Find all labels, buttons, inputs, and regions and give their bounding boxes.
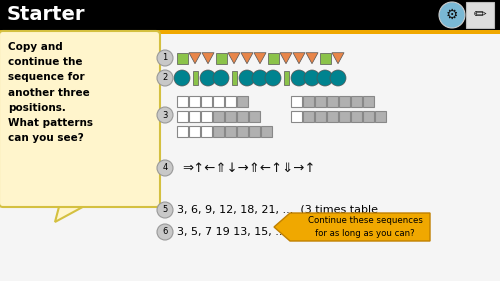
- Polygon shape: [228, 53, 240, 64]
- FancyBboxPatch shape: [212, 110, 224, 121]
- FancyBboxPatch shape: [338, 110, 349, 121]
- Circle shape: [252, 70, 268, 86]
- Text: Copy and
continue the
sequence for
another three
positions.
What patterns
can yo: Copy and continue the sequence for anoth…: [8, 42, 93, 143]
- Circle shape: [157, 50, 173, 66]
- Circle shape: [291, 70, 307, 86]
- FancyBboxPatch shape: [248, 126, 260, 137]
- Circle shape: [213, 70, 229, 86]
- FancyBboxPatch shape: [314, 110, 326, 121]
- Circle shape: [157, 70, 173, 86]
- FancyBboxPatch shape: [224, 96, 235, 106]
- Polygon shape: [189, 53, 201, 64]
- Text: 3: 3: [162, 110, 168, 119]
- Circle shape: [157, 107, 173, 123]
- Text: 1: 1: [162, 53, 168, 62]
- Polygon shape: [55, 203, 90, 222]
- FancyBboxPatch shape: [302, 110, 314, 121]
- FancyBboxPatch shape: [216, 53, 226, 64]
- FancyBboxPatch shape: [236, 96, 248, 106]
- FancyBboxPatch shape: [176, 53, 188, 64]
- Polygon shape: [274, 213, 430, 241]
- FancyBboxPatch shape: [200, 96, 211, 106]
- FancyBboxPatch shape: [326, 96, 338, 106]
- Circle shape: [330, 70, 346, 86]
- FancyBboxPatch shape: [268, 53, 278, 64]
- FancyBboxPatch shape: [212, 96, 224, 106]
- FancyBboxPatch shape: [188, 126, 200, 137]
- FancyBboxPatch shape: [188, 110, 200, 121]
- Polygon shape: [241, 53, 253, 64]
- FancyBboxPatch shape: [224, 126, 235, 137]
- Circle shape: [174, 70, 190, 86]
- Polygon shape: [306, 53, 318, 64]
- Circle shape: [304, 70, 320, 86]
- Circle shape: [239, 70, 255, 86]
- FancyBboxPatch shape: [224, 110, 235, 121]
- FancyBboxPatch shape: [290, 110, 302, 121]
- FancyBboxPatch shape: [236, 126, 248, 137]
- FancyBboxPatch shape: [176, 126, 188, 137]
- Text: ⇒↑←⇑↓→⇑←↑⇓→↑: ⇒↑←⇑↓→⇑←↑⇓→↑: [182, 162, 316, 175]
- Circle shape: [157, 202, 173, 218]
- FancyBboxPatch shape: [200, 126, 211, 137]
- Text: 3, 5, 7 19 13, 15, ...  (2 times table +: 3, 5, 7 19 13, 15, ... (2 times table +: [177, 227, 384, 237]
- FancyBboxPatch shape: [338, 96, 349, 106]
- Polygon shape: [280, 53, 292, 64]
- FancyBboxPatch shape: [0, 30, 500, 34]
- FancyBboxPatch shape: [374, 110, 386, 121]
- FancyBboxPatch shape: [362, 110, 374, 121]
- FancyBboxPatch shape: [192, 71, 198, 85]
- Circle shape: [157, 224, 173, 240]
- FancyBboxPatch shape: [0, 31, 160, 207]
- FancyBboxPatch shape: [0, 0, 500, 30]
- FancyBboxPatch shape: [302, 96, 314, 106]
- Polygon shape: [332, 53, 344, 64]
- FancyBboxPatch shape: [260, 126, 272, 137]
- FancyBboxPatch shape: [176, 110, 188, 121]
- FancyBboxPatch shape: [176, 96, 188, 106]
- Text: 5: 5: [162, 205, 168, 214]
- Circle shape: [200, 70, 216, 86]
- FancyBboxPatch shape: [284, 71, 288, 85]
- Text: Continue these sequences
for as long as you can?: Continue these sequences for as long as …: [308, 216, 422, 238]
- FancyBboxPatch shape: [236, 110, 248, 121]
- Circle shape: [157, 160, 173, 176]
- FancyBboxPatch shape: [248, 110, 260, 121]
- Polygon shape: [202, 53, 214, 64]
- FancyBboxPatch shape: [350, 110, 362, 121]
- Polygon shape: [254, 53, 266, 64]
- FancyBboxPatch shape: [326, 110, 338, 121]
- Circle shape: [265, 70, 281, 86]
- FancyBboxPatch shape: [232, 71, 236, 85]
- Text: 4: 4: [162, 164, 168, 173]
- FancyBboxPatch shape: [188, 96, 200, 106]
- Text: ⚙: ⚙: [446, 8, 458, 22]
- FancyBboxPatch shape: [212, 126, 224, 137]
- Circle shape: [439, 2, 465, 28]
- Circle shape: [317, 70, 333, 86]
- Text: 6: 6: [162, 228, 168, 237]
- FancyBboxPatch shape: [314, 96, 326, 106]
- Text: Starter: Starter: [7, 6, 86, 24]
- Text: 2: 2: [162, 74, 168, 83]
- FancyBboxPatch shape: [290, 96, 302, 106]
- FancyBboxPatch shape: [350, 96, 362, 106]
- Polygon shape: [293, 53, 305, 64]
- Text: 3, 6, 9, 12, 18, 21, ...  (3 times table: 3, 6, 9, 12, 18, 21, ... (3 times table: [177, 205, 378, 215]
- FancyBboxPatch shape: [466, 2, 494, 28]
- FancyBboxPatch shape: [200, 110, 211, 121]
- Text: ✏: ✏: [474, 8, 486, 22]
- FancyBboxPatch shape: [362, 96, 374, 106]
- FancyBboxPatch shape: [320, 53, 330, 64]
